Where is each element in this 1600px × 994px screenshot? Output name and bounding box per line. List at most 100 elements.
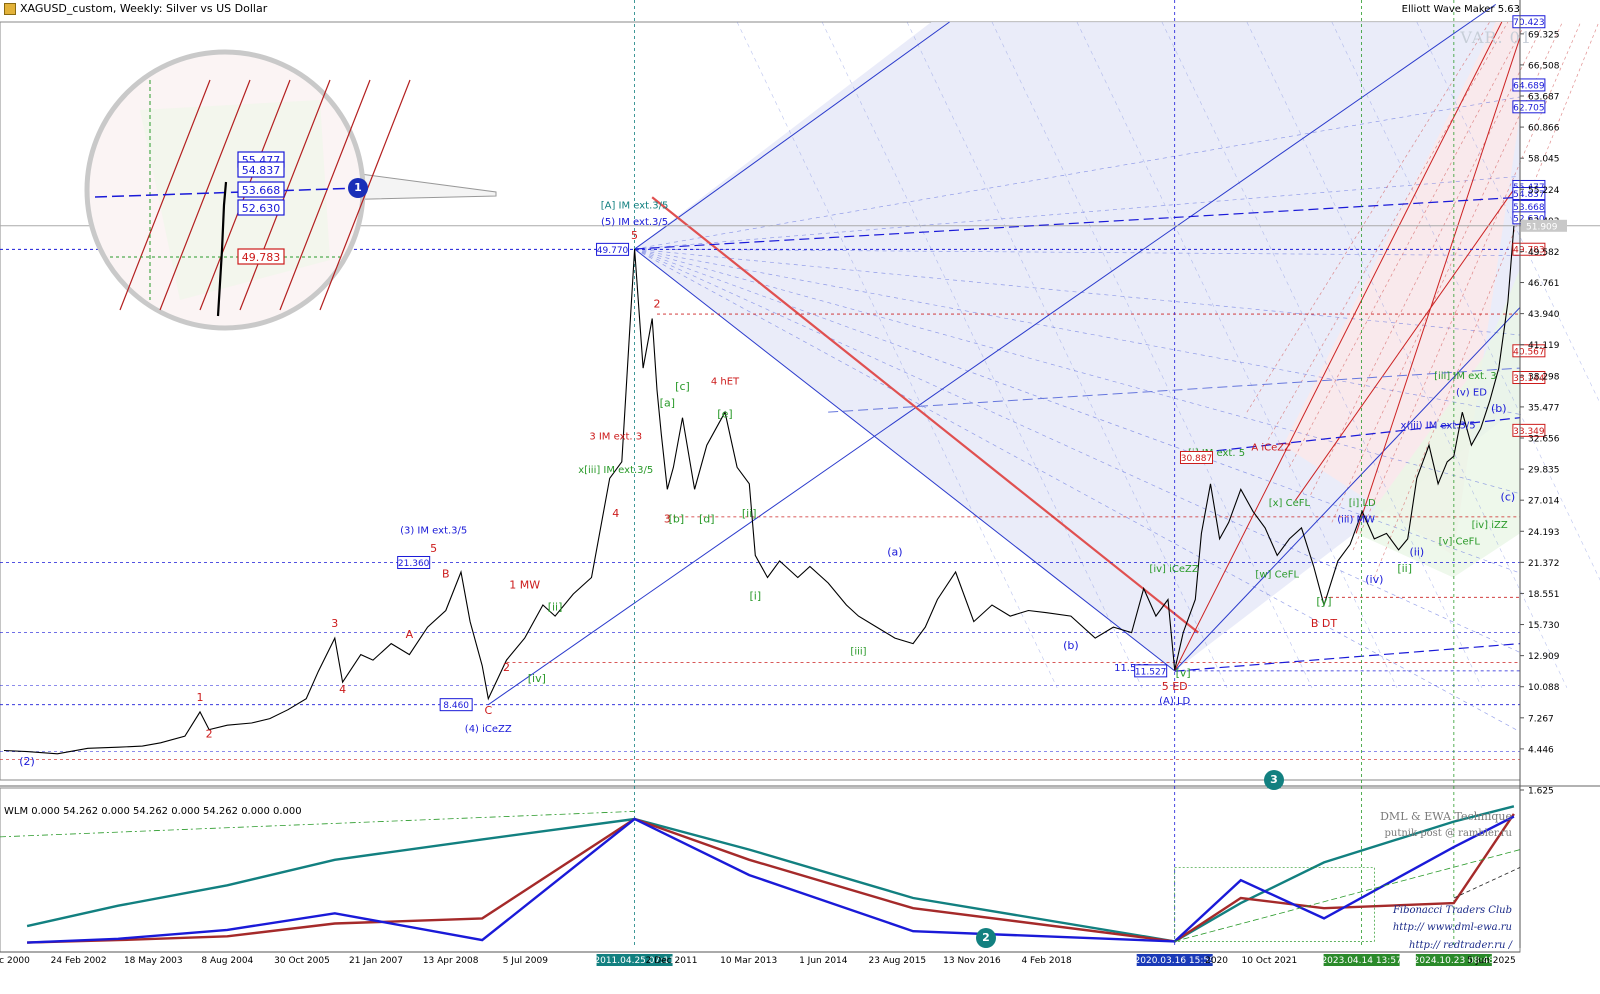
red-fib-line bbox=[1310, 21, 1545, 495]
badge-3: 3 bbox=[1264, 770, 1284, 790]
current-price-label: 51.909 bbox=[1526, 222, 1558, 232]
wave-label: 5 bbox=[430, 542, 437, 555]
red-fib-line bbox=[1267, 21, 1509, 440]
wave-label: (5) IM ext.3/5 bbox=[601, 217, 668, 228]
channel-line-a bbox=[634, 248, 1175, 672]
wave-label: [iv] bbox=[528, 672, 546, 685]
price-box-label: 53.668 bbox=[1513, 203, 1545, 213]
osc-teal-line bbox=[26, 805, 1515, 943]
fan-grid-line bbox=[1416, 21, 1600, 404]
wave-label: [v] bbox=[1176, 667, 1191, 680]
price-box-frame bbox=[1512, 15, 1546, 29]
credit-url-1[interactable]: http:// www.dml-ewa.ru bbox=[1392, 922, 1512, 933]
y-tick-label: 49.582 bbox=[1528, 248, 1560, 258]
price-box: 62.705 bbox=[1512, 100, 1546, 114]
price-box-frame bbox=[1512, 242, 1546, 256]
x-tick-label: 2 Dec 2011 bbox=[646, 956, 698, 966]
window-title-text: XAGUSD_custom, Weekly: Silver vs US Doll… bbox=[20, 2, 268, 15]
wave-label: (iii) MW bbox=[1337, 514, 1375, 525]
red-channel-line-3 bbox=[1355, 37, 1521, 534]
wave-label: 2 bbox=[503, 661, 510, 674]
fan-grid-line bbox=[1246, 21, 1568, 688]
x-tick-label: 13 Nov 2016 bbox=[943, 956, 1001, 966]
price-line bbox=[3, 225, 1515, 755]
wave-label: [e] bbox=[717, 408, 732, 421]
price-box: 54.837 bbox=[1512, 187, 1546, 201]
y-tick-label: 15.730 bbox=[1528, 621, 1560, 631]
x-label-highlight bbox=[1323, 954, 1400, 966]
fan-ray bbox=[634, 248, 1521, 495]
price-box: 30.887 bbox=[1179, 450, 1213, 464]
wave-label: [iv] iZZ bbox=[1472, 520, 1508, 531]
price-box-frame bbox=[1512, 371, 1546, 385]
wave-label: A bbox=[406, 628, 414, 641]
fan-ray bbox=[634, 248, 1521, 653]
x-tick-label: 2011.04.25 07:11 bbox=[594, 956, 674, 966]
red-trend-line bbox=[651, 196, 1200, 634]
price-box-frame bbox=[1179, 450, 1213, 464]
magnifier-box bbox=[237, 181, 285, 198]
y-tick-label: 24.193 bbox=[1528, 528, 1560, 538]
red-fib-line bbox=[1331, 21, 1563, 523]
wave-label: 3 bbox=[331, 617, 338, 630]
credit-technique: DML & EWA Technique bbox=[1380, 810, 1512, 823]
wave-label: 1 bbox=[197, 691, 204, 704]
price-box: 40.567 bbox=[1512, 344, 1546, 358]
price-box-label: 21.360 bbox=[398, 559, 430, 569]
wave-label: 4 bbox=[339, 683, 346, 696]
y-tick-label: 55.224 bbox=[1528, 186, 1560, 196]
x-tick-label: 2023.04.14 13:57 bbox=[1321, 956, 1401, 966]
x-tick-label: 5 Jul 2009 bbox=[503, 956, 548, 966]
price-box-label: 30.887 bbox=[1181, 454, 1213, 464]
dash-line-2 bbox=[1216, 417, 1521, 452]
channel-line-lower bbox=[1174, 307, 1521, 672]
magnifier-box-label: 53.668 bbox=[242, 184, 281, 197]
price-box: 53.668 bbox=[1512, 199, 1546, 213]
y-tick-label: 66.508 bbox=[1528, 61, 1560, 71]
price-box: 38.144 bbox=[1512, 371, 1546, 385]
wave-label: (4) iCeZZ bbox=[465, 724, 512, 735]
credit-url-2[interactable]: http:// redtrader.ru / bbox=[1409, 940, 1512, 951]
badge-1: 1 bbox=[348, 178, 368, 198]
y-tick-label: 58.045 bbox=[1528, 155, 1560, 165]
current-price-marker: 51.909 bbox=[1521, 219, 1567, 232]
price-box-label: 64.689 bbox=[1513, 81, 1545, 91]
wave-label: [ii] bbox=[742, 507, 757, 520]
price-box-label: 38.144 bbox=[1513, 374, 1545, 384]
channel-line-main bbox=[488, 3, 1497, 706]
fan-grid-line bbox=[821, 21, 1143, 688]
price-box-frame bbox=[397, 555, 431, 569]
red-fib-line bbox=[1246, 21, 1490, 413]
price-box-frame bbox=[439, 698, 473, 712]
price-box-label: 54.837 bbox=[1513, 190, 1545, 200]
price-box-frame bbox=[1512, 187, 1546, 201]
wave-label: 2 bbox=[206, 727, 213, 740]
price-box-frame bbox=[1512, 100, 1546, 114]
fan-ray bbox=[634, 248, 1521, 415]
price-box-label: 49.783 bbox=[1513, 246, 1545, 256]
y-tick-label: 12.909 bbox=[1528, 652, 1560, 662]
price-box-frame bbox=[1512, 344, 1546, 358]
magnifier-box-label: 49.783 bbox=[242, 251, 281, 264]
y-tick-label: 46.761 bbox=[1528, 279, 1560, 289]
x-tick-label: 1 Jun 2014 bbox=[799, 956, 848, 966]
fan-grid-line bbox=[906, 21, 1228, 688]
subwindow-title: WLM 0.000 54.262 0.000 54.262 0.000 54.2… bbox=[4, 806, 302, 817]
wave-label: x(iii) IM ext.3/5 bbox=[1401, 421, 1476, 432]
price-box: 8.460 bbox=[439, 698, 473, 712]
osc-trend-2 bbox=[1174, 849, 1521, 942]
indicator-label: Elliott Wave Maker 5.63 bbox=[1401, 4, 1520, 15]
fan-grid-line bbox=[736, 21, 1058, 688]
magnifier-box bbox=[237, 199, 285, 216]
green-channel-area bbox=[1356, 268, 1520, 578]
x-tick-label: 10 Mar 2013 bbox=[720, 956, 777, 966]
wave-label: (A) LD bbox=[1159, 696, 1190, 707]
magnifier-hline bbox=[94, 187, 361, 198]
wave-label: 3 IM ext. 3 bbox=[589, 432, 642, 443]
wave-label: 4 hET bbox=[711, 377, 740, 388]
wave-label: [ii] bbox=[548, 601, 563, 614]
fan-grid-line bbox=[1076, 21, 1398, 688]
wave-label: (3) IM ext.3/5 bbox=[400, 525, 467, 536]
